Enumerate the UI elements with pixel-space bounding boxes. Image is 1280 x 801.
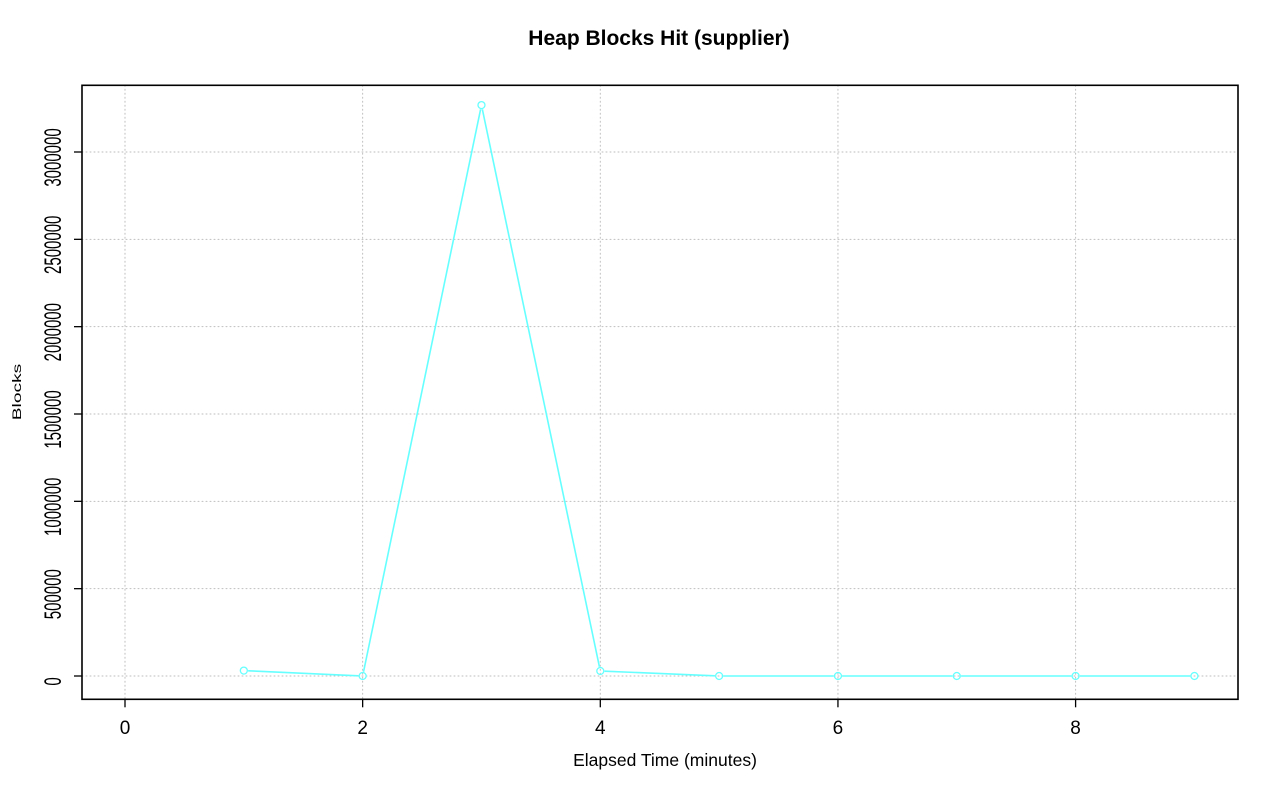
svg-text:2500000: 2500000 bbox=[41, 216, 67, 274]
svg-text:Elapsed Time (minutes): Elapsed Time (minutes) bbox=[573, 750, 757, 770]
svg-text:2000000: 2000000 bbox=[41, 303, 67, 361]
svg-text:3000000: 3000000 bbox=[41, 128, 67, 186]
svg-text:8: 8 bbox=[1070, 718, 1081, 739]
svg-text:4: 4 bbox=[595, 718, 606, 739]
svg-text:1500000: 1500000 bbox=[41, 390, 67, 448]
svg-text:1000000: 1000000 bbox=[41, 478, 67, 536]
svg-text:Blocks: Blocks bbox=[10, 364, 24, 420]
svg-text:0: 0 bbox=[41, 677, 67, 685]
svg-text:500000: 500000 bbox=[41, 569, 67, 619]
svg-text:0: 0 bbox=[120, 718, 131, 739]
svg-text:Heap Blocks Hit (supplier): Heap Blocks Hit (supplier) bbox=[528, 27, 789, 50]
svg-text:6: 6 bbox=[833, 718, 844, 739]
svg-text:2: 2 bbox=[357, 718, 368, 739]
